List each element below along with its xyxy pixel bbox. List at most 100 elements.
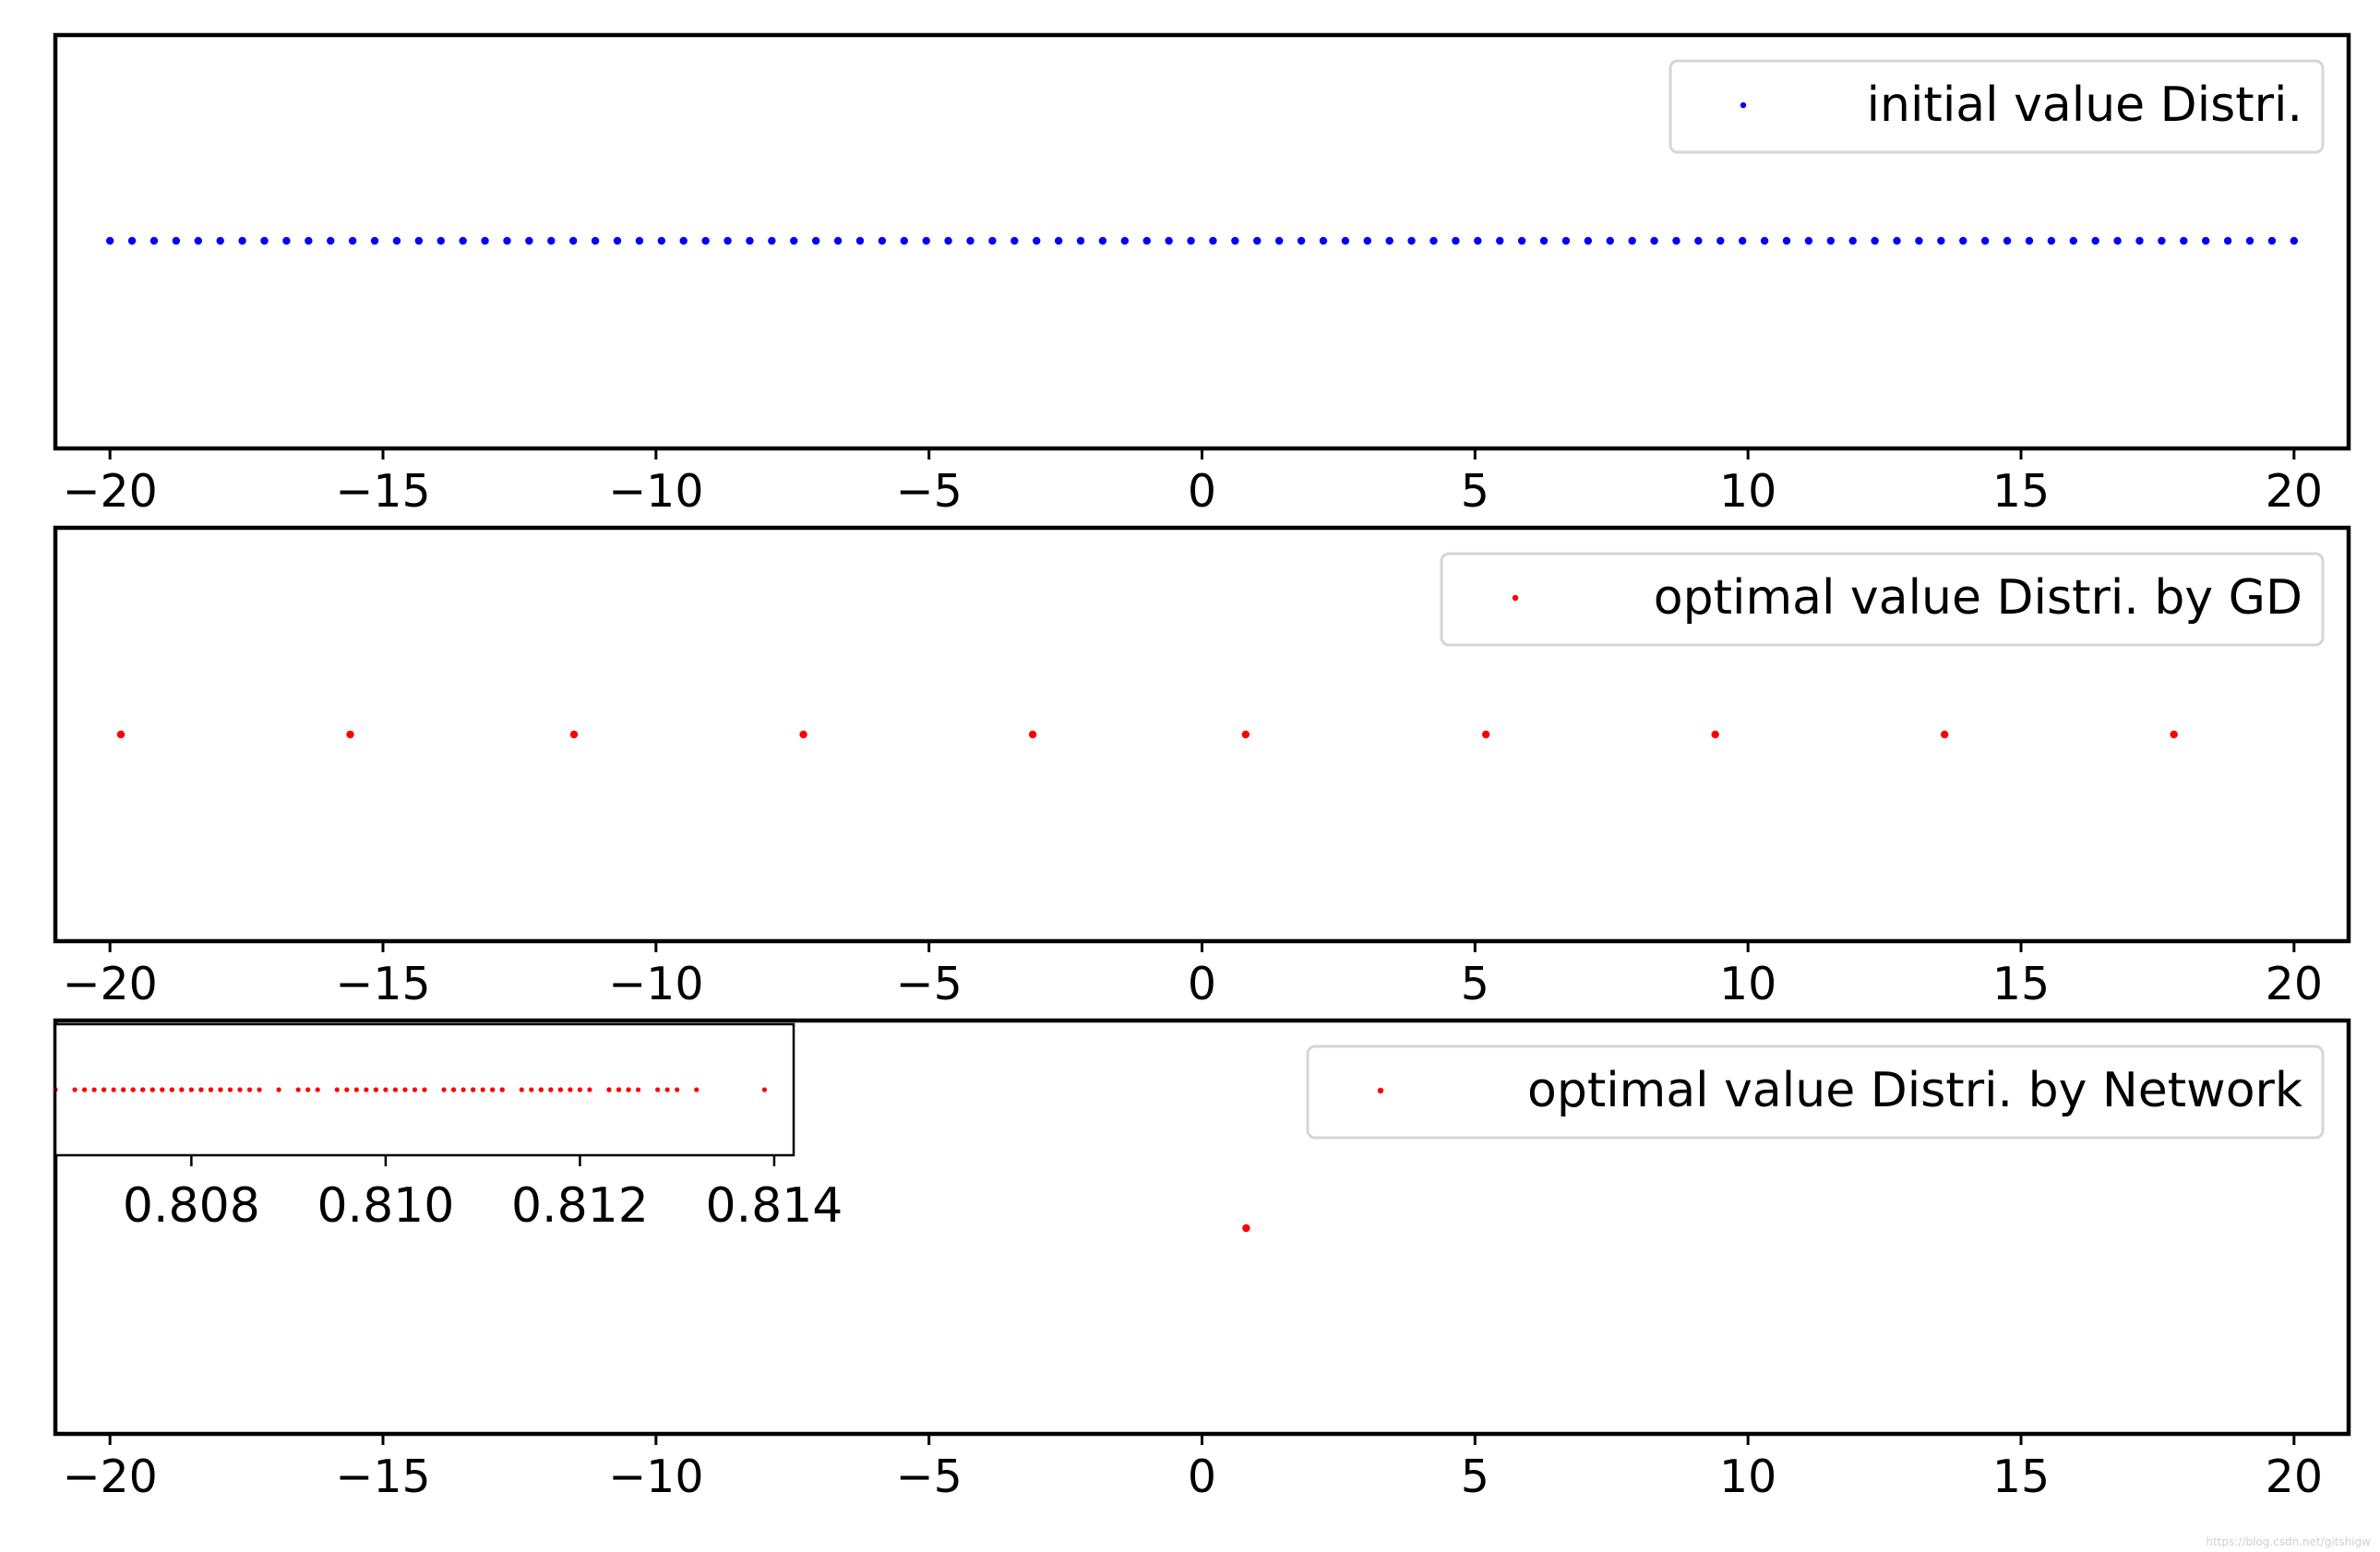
data-point xyxy=(900,236,908,245)
data-point xyxy=(481,236,489,245)
data-point xyxy=(635,236,644,245)
inset-data-point xyxy=(577,1087,583,1092)
data-point xyxy=(1209,236,1217,245)
inset-data-point xyxy=(490,1087,496,1092)
x-tick-label: −5 xyxy=(896,465,963,518)
legend-label: initial value Distri. xyxy=(1867,78,2302,133)
legend-label: optimal value Distri. by GD xyxy=(1654,570,2302,626)
legend: optimal value Distri. by GD xyxy=(1440,552,2325,647)
legend-box xyxy=(1306,1045,2325,1140)
data-point xyxy=(1606,236,1614,245)
data-point xyxy=(2245,236,2254,245)
inset-data-point xyxy=(295,1087,301,1092)
data-point xyxy=(2047,236,2056,245)
data-point xyxy=(1672,236,1680,245)
x-tick-label: 10 xyxy=(1719,465,1776,518)
inset-data-point xyxy=(373,1087,378,1092)
data-point xyxy=(833,236,843,245)
inset-data-point xyxy=(121,1087,126,1092)
x-tick-label: 0 xyxy=(1188,1451,1216,1503)
inset-data-point xyxy=(246,1087,253,1092)
inset-data-point xyxy=(91,1087,97,1092)
x-tick-label: −15 xyxy=(335,1451,430,1503)
data-point xyxy=(2135,236,2144,245)
x-tick-label: 5 xyxy=(1461,465,1489,518)
inset-x-tick-label: 0.814 xyxy=(706,1178,843,1234)
inset-data-point xyxy=(519,1087,524,1092)
data-point xyxy=(1738,236,1747,245)
data-point xyxy=(1628,236,1636,245)
inset-data-point xyxy=(557,1087,563,1092)
inset-data-point xyxy=(616,1087,622,1092)
gd-optimal-points xyxy=(116,730,2178,739)
inset-data-point xyxy=(761,1087,768,1092)
x-tick-label: 20 xyxy=(2266,958,2323,1010)
x-tick-label: 20 xyxy=(2266,465,2323,518)
x-tick-label: 10 xyxy=(1719,1451,1776,1503)
data-point xyxy=(282,236,291,245)
inset-data-point xyxy=(305,1087,311,1092)
data-point xyxy=(1940,730,1949,739)
data-point xyxy=(724,236,732,245)
inset-data-point xyxy=(626,1087,631,1092)
data-point xyxy=(1804,236,1813,245)
inset-data-point xyxy=(315,1087,320,1092)
x-axis-ticks: −20 −15 −10 −5 0 5 10 15 20 xyxy=(62,448,2323,518)
data-point xyxy=(260,236,269,245)
data-point xyxy=(1760,236,1769,245)
data-point xyxy=(1231,236,1239,245)
data-point xyxy=(1517,236,1526,245)
data-point xyxy=(944,236,952,245)
legend-marker xyxy=(1512,594,1519,602)
inset-data-point xyxy=(412,1087,418,1092)
data-point xyxy=(1871,236,1879,245)
data-point xyxy=(679,236,688,245)
x-tick-label: −15 xyxy=(335,958,430,1010)
x-tick-label: 0 xyxy=(1188,958,1216,1010)
inset-data-point xyxy=(587,1087,592,1092)
data-point xyxy=(1481,730,1490,739)
data-point xyxy=(437,236,445,245)
x-tick-label: −20 xyxy=(62,465,157,518)
data-point xyxy=(2113,236,2122,245)
inset-data-point xyxy=(111,1087,116,1092)
inset-data-point xyxy=(160,1087,165,1092)
data-point xyxy=(1011,236,1019,245)
data-point xyxy=(525,236,533,245)
data-point xyxy=(1915,236,1923,245)
inset-data-point xyxy=(149,1087,155,1092)
inset-data-point xyxy=(237,1087,243,1092)
data-point xyxy=(591,236,600,245)
data-point xyxy=(2202,236,2210,245)
data-point xyxy=(1407,236,1416,245)
data-point xyxy=(127,236,137,245)
data-point xyxy=(1054,236,1063,245)
data-point xyxy=(1363,236,1371,245)
data-point xyxy=(414,236,424,245)
data-point xyxy=(1098,236,1107,245)
data-point xyxy=(216,236,224,245)
data-point xyxy=(2158,236,2166,245)
x-tick-label: 15 xyxy=(1992,465,2050,518)
data-point xyxy=(1561,236,1571,245)
watermark: https://blog.csdn.net/gitshigw xyxy=(2206,1535,2371,1548)
data-point xyxy=(988,236,997,245)
data-point xyxy=(657,236,666,245)
data-point xyxy=(2267,236,2277,245)
inset-data-point xyxy=(529,1087,534,1092)
inset-data-point xyxy=(460,1087,466,1092)
data-point xyxy=(2223,236,2232,245)
subplot-gd-distribution: −20 −15 −10 −5 0 5 10 15 20 optimal value Distri… xyxy=(53,525,2351,1010)
data-point xyxy=(799,730,807,739)
data-point xyxy=(2069,236,2077,245)
data-point xyxy=(149,236,159,245)
data-point xyxy=(172,236,181,245)
data-point xyxy=(966,236,975,245)
data-point xyxy=(790,236,798,245)
x-tick-label: 5 xyxy=(1461,1451,1489,1503)
data-point xyxy=(2170,730,2178,739)
x-tick-label: −5 xyxy=(896,958,963,1010)
inset-data-point xyxy=(441,1087,447,1092)
data-point xyxy=(568,236,578,245)
data-point xyxy=(1539,236,1549,245)
